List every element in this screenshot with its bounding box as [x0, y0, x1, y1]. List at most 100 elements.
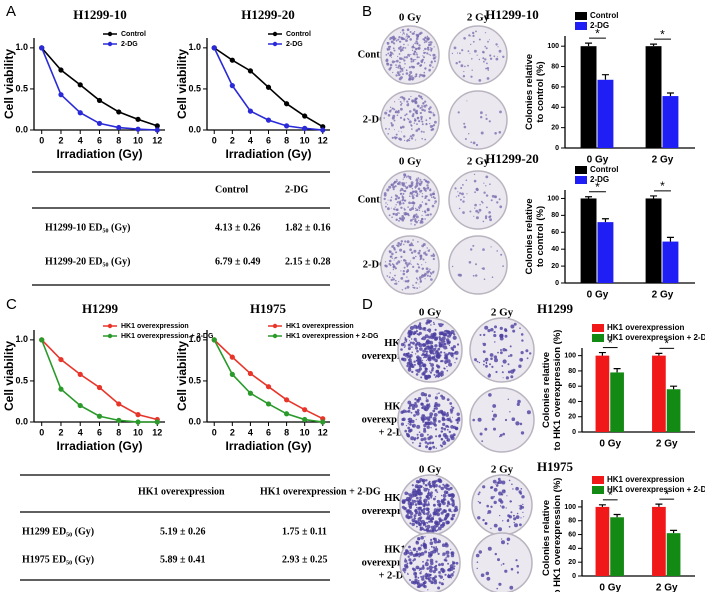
colony	[438, 420, 441, 423]
colony	[419, 178, 422, 181]
colony	[455, 561, 459, 565]
colony	[427, 551, 431, 555]
colony	[432, 192, 435, 195]
colony	[487, 510, 492, 514]
colony	[510, 511, 513, 514]
colony	[483, 360, 485, 363]
colony	[425, 445, 429, 449]
colony	[417, 177, 420, 180]
colony	[416, 208, 419, 212]
colony	[428, 68, 432, 72]
colony	[405, 340, 408, 343]
colony	[431, 196, 433, 198]
colony	[427, 356, 431, 361]
colony	[397, 260, 401, 264]
colony	[402, 73, 404, 75]
colony	[440, 339, 445, 344]
y-tick-label: 20	[568, 414, 576, 421]
colony	[415, 139, 417, 141]
colony	[452, 571, 455, 573]
colony	[410, 251, 414, 254]
colony	[415, 359, 418, 362]
colony	[426, 186, 430, 190]
colony	[412, 44, 415, 46]
colony	[420, 220, 423, 223]
colony	[497, 558, 500, 562]
colony	[435, 360, 438, 363]
y-tick-label: 80	[568, 368, 576, 375]
colony	[409, 423, 412, 426]
colony	[496, 201, 499, 204]
colony	[434, 202, 436, 205]
colony	[422, 258, 425, 261]
row-label: HK1	[384, 401, 406, 412]
legend-marker	[107, 41, 113, 47]
y-tick-label: 1.0	[15, 42, 28, 52]
colony	[445, 355, 448, 358]
colony	[400, 31, 402, 33]
data-point	[154, 127, 160, 133]
colony	[440, 486, 444, 491]
colony	[420, 130, 423, 133]
colony	[423, 498, 428, 503]
colony	[422, 542, 426, 546]
colony	[423, 51, 426, 55]
colony	[425, 123, 428, 126]
colony	[515, 486, 519, 491]
colony	[417, 187, 421, 191]
colony	[399, 116, 403, 119]
colony	[430, 491, 433, 495]
colony	[415, 340, 418, 343]
colony	[404, 287, 407, 290]
colony	[474, 207, 476, 209]
colony	[396, 201, 399, 204]
colony	[403, 551, 408, 556]
colony	[436, 521, 441, 526]
legend-marker	[107, 323, 113, 329]
x-tick-label: 2	[58, 135, 63, 145]
colony	[409, 340, 410, 342]
colony	[413, 514, 417, 518]
colony	[502, 55, 505, 58]
colony	[419, 107, 422, 109]
colony	[425, 214, 428, 216]
colony	[445, 557, 447, 559]
colony	[412, 113, 415, 116]
colony	[426, 442, 430, 445]
colony	[446, 347, 448, 349]
column-label: 0 Gy	[419, 464, 442, 476]
y-axis-label: Colonies relative	[524, 54, 535, 130]
colony	[491, 417, 495, 421]
colony	[423, 487, 428, 492]
significance-mark: *	[608, 336, 613, 350]
colony	[427, 46, 430, 49]
colony	[486, 206, 488, 209]
colony	[394, 197, 398, 201]
colony	[498, 49, 502, 53]
colony	[402, 567, 407, 572]
colony	[415, 330, 418, 333]
colony	[407, 409, 411, 413]
colony	[403, 266, 406, 269]
colony	[436, 499, 441, 504]
column-label: 2 Gy	[491, 464, 514, 476]
data-point	[247, 390, 254, 396]
colony	[436, 512, 441, 517]
colony	[412, 239, 414, 241]
colony	[484, 427, 488, 431]
colony	[401, 96, 404, 99]
colony	[398, 181, 401, 184]
colony	[421, 577, 425, 581]
colony	[407, 400, 412, 405]
colony	[426, 35, 429, 38]
data-point	[247, 370, 254, 377]
colony	[428, 346, 433, 351]
colony	[433, 57, 436, 60]
colony	[426, 496, 430, 500]
colony	[515, 421, 520, 426]
colony	[487, 512, 489, 515]
data-point	[211, 337, 217, 343]
data-point	[229, 57, 235, 63]
colony	[395, 282, 398, 285]
colony	[398, 36, 401, 39]
